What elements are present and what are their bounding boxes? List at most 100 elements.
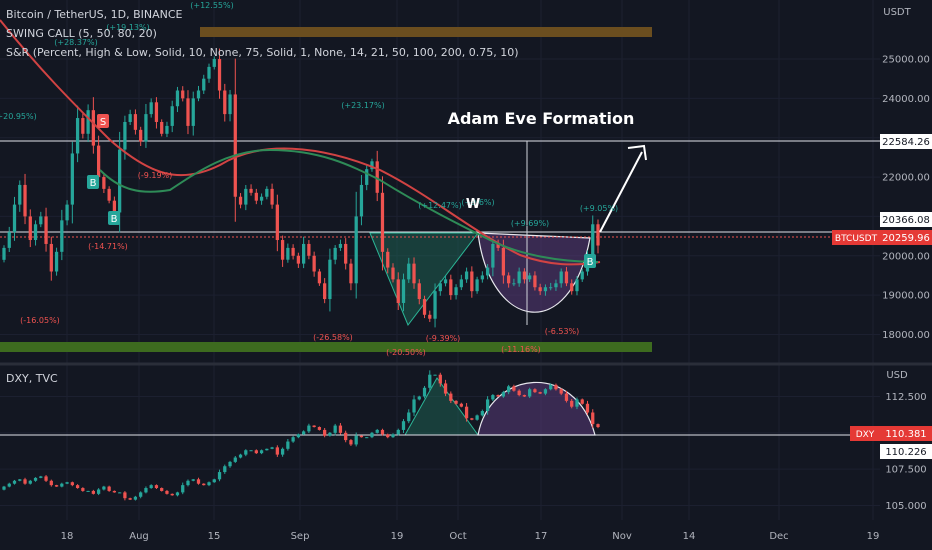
candle-body — [296, 255, 301, 264]
candle-body — [375, 429, 379, 433]
dxy-price-tag: DXY 110.381 — [850, 426, 932, 441]
candle-body — [554, 283, 558, 288]
candle-body — [191, 98, 195, 126]
candle-body — [485, 399, 490, 412]
candle-body — [207, 482, 211, 486]
swing-label: (-14.71%) — [88, 242, 128, 251]
price-tick-label: 18000.00 — [882, 330, 930, 341]
candle-body — [44, 476, 48, 481]
candle-body — [533, 275, 537, 288]
candle-body — [275, 204, 279, 241]
candle-body — [344, 432, 348, 441]
candle-body — [60, 483, 64, 487]
candle-body — [196, 479, 201, 484]
candle-body — [107, 486, 111, 491]
candle-body — [81, 118, 85, 134]
price-axis-unit: USDT — [883, 7, 911, 18]
candle-body — [401, 421, 406, 430]
candle-body — [475, 415, 479, 420]
candle-body — [596, 224, 600, 246]
candle-body — [464, 406, 469, 419]
candle-body — [280, 240, 285, 260]
time-tick-label: 19 — [867, 531, 880, 542]
dxy-level-value: 110.226 — [885, 447, 926, 458]
swing-indicator-legend[interactable]: SWING CALL (5, 50, 80, 20) — [6, 27, 157, 40]
buy-signal-label: B — [111, 214, 118, 225]
candle-body — [202, 483, 206, 486]
dxy-legend[interactable]: DXY, TVC — [6, 372, 58, 385]
swing-label: (-16.05%) — [20, 316, 60, 325]
candle-body — [128, 498, 132, 500]
candle-body — [307, 425, 311, 432]
swing-label: (+23.17%) — [341, 101, 384, 110]
candle-body — [365, 169, 369, 185]
candle-body — [33, 224, 38, 241]
candle-body — [391, 434, 395, 438]
candle-body — [265, 188, 269, 197]
symbol-legend[interactable]: Bitcoin / TetherUS, 1D, BINANCE — [6, 8, 183, 21]
candle-body — [175, 90, 180, 107]
candle-body — [70, 153, 74, 205]
level-tag-20366-value: 20366.08 — [882, 215, 930, 226]
candle-body — [522, 395, 527, 397]
buy-signal-label: B — [90, 178, 97, 189]
candle-body — [286, 247, 290, 260]
candle-body — [18, 479, 22, 481]
candle-body — [149, 102, 153, 115]
candle-body — [102, 486, 106, 490]
candle-body — [249, 450, 253, 452]
candle-body — [202, 78, 206, 91]
swing-label: (+9.6%) — [461, 198, 494, 207]
candle-body — [175, 492, 180, 496]
candle-body — [223, 90, 227, 115]
candle-body — [323, 283, 327, 300]
candle-body — [217, 472, 222, 480]
candle-body — [412, 263, 416, 284]
candle-body — [475, 279, 479, 292]
candle-body — [91, 490, 95, 494]
price-tick-label: 25000.00 — [882, 55, 930, 66]
sell-signal: S — [97, 114, 109, 128]
candle-body — [112, 200, 117, 213]
candle-body — [501, 392, 506, 397]
candle-body — [422, 387, 427, 397]
candle-body — [328, 259, 332, 300]
candle-body — [564, 393, 569, 401]
candle-body — [485, 267, 490, 276]
candle-body — [417, 283, 421, 300]
candle-body — [375, 161, 379, 193]
candle-body — [65, 482, 69, 484]
candle-body — [317, 427, 322, 430]
candle-body — [86, 490, 90, 492]
sr-indicator-legend[interactable]: S&R (Percent, High & Low, Solid, 10, Non… — [6, 46, 519, 59]
candle-body — [233, 94, 237, 197]
candle-body — [533, 389, 537, 393]
candle-body — [96, 145, 101, 178]
candle-body — [354, 216, 358, 284]
candle-body — [407, 263, 411, 280]
ma-red-line — [0, 19, 601, 266]
candle-body — [538, 392, 542, 394]
candle-body — [165, 490, 169, 494]
candle-body — [549, 287, 553, 289]
candle-body — [507, 386, 511, 393]
time-tick-label: Nov — [612, 531, 632, 542]
candle-body — [370, 161, 374, 170]
candle-body — [2, 247, 6, 260]
candle-body — [128, 114, 132, 122]
candle-body — [191, 479, 195, 481]
candle-body — [7, 483, 11, 487]
swing-label: (+20.95%) — [0, 112, 37, 121]
btc-candles — [2, 48, 600, 328]
time-tick-label: 15 — [208, 531, 221, 542]
swing-label: (+28.37%) — [54, 38, 97, 47]
candle-body — [286, 441, 290, 449]
buy-signal: B — [87, 175, 99, 189]
candle-body — [139, 492, 143, 497]
swing-label: (-9.39%) — [426, 334, 461, 343]
candle-body — [333, 425, 337, 433]
candle-body — [54, 485, 59, 487]
candle-body — [28, 480, 32, 484]
candle-body — [118, 492, 122, 494]
